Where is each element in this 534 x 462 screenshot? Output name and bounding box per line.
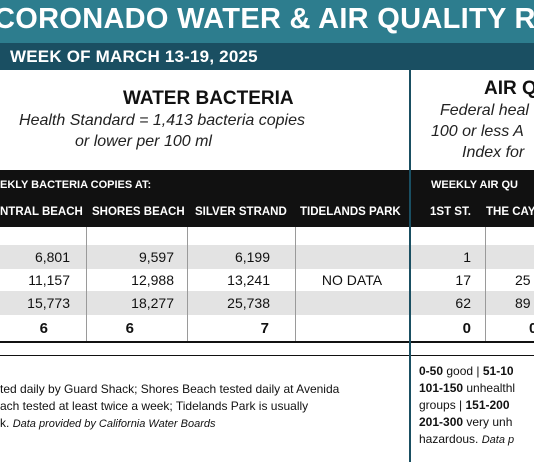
aqi-range-unhealthy: 151-200 xyxy=(465,398,510,412)
air-cell: 89 xyxy=(515,295,531,311)
water-band-label: EKLY BACTERIA COPIES AT: xyxy=(0,179,152,191)
air-desc-line3: Index for xyxy=(462,144,525,161)
table-row: 11,157 12,988 13,241 NO DATA xyxy=(0,268,409,292)
table-row: 15,773 18,277 25,738 xyxy=(0,291,409,315)
water-col-tidelands-park: TIDELANDS PARK xyxy=(300,206,401,218)
aqi-range-moderate: 51-10 xyxy=(482,364,514,378)
aqi-label-groups: groups | xyxy=(419,398,466,412)
air-desc-line1: Federal heal xyxy=(440,102,529,119)
panel-divider xyxy=(409,70,411,462)
report-title: CORONADO WATER & AIR QUALITY R xyxy=(0,3,534,35)
water-bacteria-title: WATER BACTERIA xyxy=(123,88,294,109)
column-rule xyxy=(295,227,296,341)
air-count-cell: 0 xyxy=(462,320,471,337)
week-bar: WEEK OF MARCH 13-19, 2025 xyxy=(0,43,534,70)
air-column-headers: 1ST ST. THE CAY xyxy=(411,198,534,227)
water-footnote-prefix: k. xyxy=(0,416,10,430)
air-panel-heading: AIR Q Federal heal 100 or less A Index f… xyxy=(412,70,534,170)
water-footnote-line1: ted daily by Guard Shack; Shores Beach t… xyxy=(0,382,340,396)
water-col-central-beach: NTRAL BEACH xyxy=(0,206,83,218)
water-cell: 9,597 xyxy=(138,249,174,265)
air-quality-title: AIR Q xyxy=(484,78,534,99)
water-cell: 25,738 xyxy=(227,295,270,311)
column-rule xyxy=(187,227,188,341)
air-cell: 25 xyxy=(515,272,531,288)
water-cell: 15,773 xyxy=(27,295,70,311)
aqi-scale-line2: 101-150 unhealthl xyxy=(419,380,515,397)
air-data-source: Data p xyxy=(481,434,515,446)
water-standard-line2: or lower per 100 ml xyxy=(75,133,212,150)
air-count-cell: 0 xyxy=(529,320,534,337)
aqi-scale-line1: 0-50 good | 51-10 xyxy=(419,363,514,380)
air-cell: 1 xyxy=(463,249,471,265)
water-cell: 12,988 xyxy=(131,272,174,288)
water-footnote-line3: k. Data provided by California Water Boa… xyxy=(0,415,215,433)
table-row: 6,801 9,597 6,199 xyxy=(0,245,409,269)
water-panel-heading: WATER BACTERIA Health Standard = 1,413 b… xyxy=(0,70,410,170)
aqi-range-sensitive: 101-150 xyxy=(419,381,464,395)
column-rule xyxy=(86,227,87,341)
aqi-range-good: 0-50 xyxy=(419,364,444,378)
water-count-cell: 6 xyxy=(39,320,48,337)
water-col-silver-strand: SILVER STRAND xyxy=(195,206,287,218)
aqi-label-hazardous: hazardous. xyxy=(419,432,482,446)
aqi-label-sensitive: unhealthl xyxy=(463,381,516,395)
water-data-source: Data provided by California Water Boards xyxy=(12,418,216,430)
water-count-cell: 6 xyxy=(125,320,134,337)
water-cell: 6,199 xyxy=(234,249,270,265)
water-standard-line1: Health Standard = 1,413 bacteria copies xyxy=(19,112,305,129)
water-col-shores-beach: SHORES BEACH xyxy=(92,206,185,218)
report-title-bar: CORONADO WATER & AIR QUALITY R xyxy=(0,0,534,43)
air-cell: 62 xyxy=(455,295,471,311)
water-column-headers: NTRAL BEACH SHORES BEACH SILVER STRAND T… xyxy=(0,198,409,227)
aqi-scale-line3: groups | 151-200 xyxy=(419,397,510,414)
table-row: 6 6 7 xyxy=(0,316,409,340)
water-cell: 18,277 xyxy=(131,295,174,311)
air-col-first-st: 1ST ST. xyxy=(430,206,471,218)
table-bottom-rule xyxy=(0,341,409,343)
table-row: 17 25 xyxy=(411,268,534,292)
table-bottom-rule xyxy=(411,341,534,343)
water-band: EKLY BACTERIA COPIES AT: xyxy=(0,170,409,198)
water-cell: 13,241 xyxy=(227,272,270,288)
air-desc-line2: 100 or less A xyxy=(431,123,524,140)
footer-top-rule xyxy=(0,355,409,356)
water-count-cell: 7 xyxy=(260,320,269,337)
tidelands-no-data: NO DATA xyxy=(321,272,383,288)
water-cell: 6,801 xyxy=(34,249,70,265)
aqi-scale-line4: 201-300 very unh xyxy=(419,414,512,431)
water-cell: 11,157 xyxy=(28,272,70,288)
aqi-label-good: good | xyxy=(443,364,483,378)
table-row: 1 xyxy=(411,245,534,269)
water-footnote-line2: ach tested at least twice a week; Tidela… xyxy=(0,399,309,413)
aqi-scale-line5: hazardous. Data p xyxy=(419,431,514,449)
air-band-label: WEEKLY AIR QU xyxy=(431,179,518,191)
air-cell: 17 xyxy=(455,272,471,288)
air-band: WEEKLY AIR QU xyxy=(411,170,534,198)
aqi-label-very-unhealthy: very unh xyxy=(463,415,513,429)
table-row: 0 0 xyxy=(411,316,534,340)
air-col-the-cays: THE CAY xyxy=(486,206,534,218)
aqi-range-very-unhealthy: 201-300 xyxy=(419,415,464,429)
week-label: WEEK OF MARCH 13-19, 2025 xyxy=(10,47,258,66)
column-rule xyxy=(485,227,486,341)
table-row: 62 89 xyxy=(411,291,534,315)
footer-top-rule xyxy=(411,355,534,356)
